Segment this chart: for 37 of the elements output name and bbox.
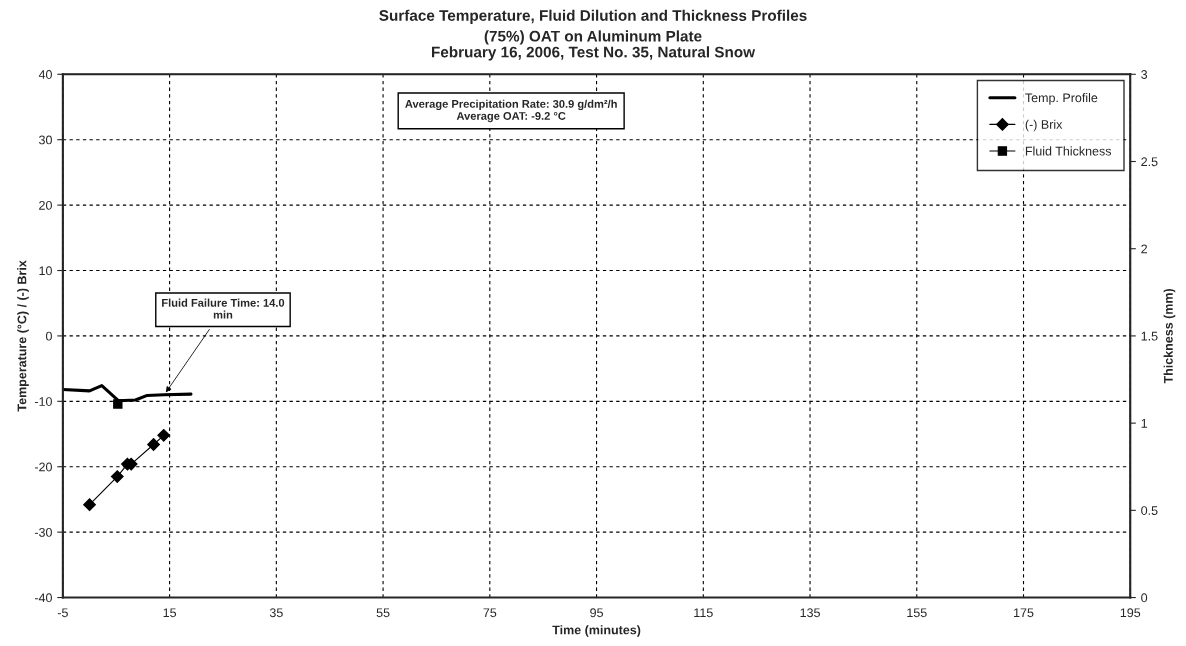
x-tick-label: 195 bbox=[1120, 608, 1141, 618]
annotation: Fluid Failure Time: 14.0 min bbox=[162, 298, 285, 319]
x-tick-label: -5 bbox=[57, 608, 68, 618]
chart-title: Surface Temperature, Fluid Dilution and Thickness Profiles bbox=[379, 9, 807, 24]
x-tick-label: 15 bbox=[163, 608, 177, 618]
y-tick-label: 20 bbox=[39, 200, 52, 210]
y-tick-label: -10 bbox=[34, 397, 52, 406]
x-tick-label: 135 bbox=[800, 608, 820, 618]
y2-tick-label: 0 bbox=[1141, 593, 1148, 603]
x-tick-label: 115 bbox=[694, 608, 713, 618]
y-tick-label: 30 bbox=[39, 135, 52, 145]
x-tick-label: 155 bbox=[907, 608, 927, 618]
y-tick-label: -20 bbox=[34, 462, 52, 472]
y-tick-label: -40 bbox=[34, 593, 52, 603]
x-axis-title: Time (minutes) bbox=[552, 625, 641, 637]
y2-axis-title: Thickness (mm) bbox=[1163, 288, 1176, 384]
legend-label: Fluid Thickness bbox=[1025, 146, 1112, 156]
x-tick-label: 35 bbox=[269, 608, 283, 618]
y2-tick-label: 1.5 bbox=[1141, 331, 1158, 341]
x-tick-label: 55 bbox=[376, 608, 390, 618]
y2-tick-label: 2 bbox=[1141, 244, 1147, 254]
y-axis-title: Temperature (°C) / (-) Brix bbox=[17, 260, 29, 412]
y-tick-label: 10 bbox=[39, 266, 52, 276]
x-tick-label: 175 bbox=[1014, 608, 1034, 618]
y-tick-label: -30 bbox=[34, 527, 52, 537]
y2-tick-label: 2.5 bbox=[1141, 157, 1158, 167]
x-tick-label: 75 bbox=[483, 608, 497, 618]
y2-tick-label: 3 bbox=[1141, 70, 1148, 79]
legend-label: Temp. Profile bbox=[1025, 93, 1098, 105]
x-tick-label: 95 bbox=[590, 608, 603, 618]
y-tick-label: 40 bbox=[38, 70, 52, 79]
y2-tick-label: 1 bbox=[1141, 419, 1148, 428]
y2-tick-label: 0.5 bbox=[1141, 506, 1158, 515]
y-tick-label: 0 bbox=[45, 331, 52, 341]
annotation: Average Precipitation Rate: 30.9 g/dm²/h Average OAT: -9.2 °C bbox=[405, 99, 617, 123]
legend-label: (-) Brix bbox=[1025, 119, 1063, 132]
chart-subtitle: (75%) OAT on Aluminum Plate February 16, 2006, Test No. 35, Natural Snow bbox=[432, 30, 756, 61]
